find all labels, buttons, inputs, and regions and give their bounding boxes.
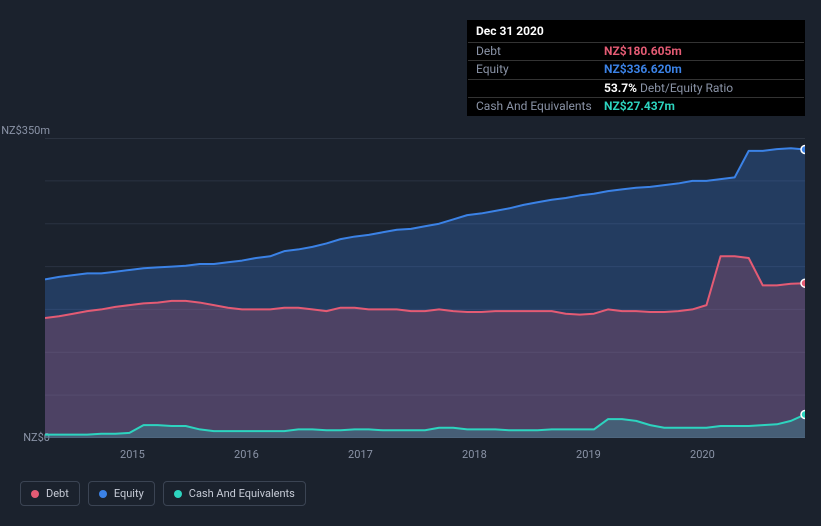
legend-item[interactable]: Debt [20,481,80,506]
legend-dot-icon [174,490,182,498]
legend-item-label: Debt [46,487,69,500]
tooltip-row-label: Cash And Equivalents [476,100,596,113]
tooltip-row-value: NZ$336.620m [604,63,682,76]
tooltip-row: Debt NZ$180.605m [468,43,804,61]
chart-plot-area [45,138,805,438]
tooltip-row-suffix: Debt/Equity Ratio [637,81,733,95]
tooltip-row-label [476,82,596,95]
tooltip-row-label: Debt [476,45,596,58]
yaxis-max-label: NZ$350m [0,124,50,137]
tooltip-row: Equity NZ$336.620m [468,61,804,79]
yaxis-min-label: NZ$0 [0,431,50,444]
legend-dot-icon [99,490,107,498]
legend-item-label: Cash And Equivalents [189,487,295,500]
legend-item[interactable]: Cash And Equivalents [163,481,306,506]
legend-item-label: Equity [114,487,144,500]
xaxis: 2015 2016 2017 2018 2019 2020 [45,448,805,462]
xaxis-tick-label: 2018 [462,448,487,461]
xaxis-tick-label: 2016 [234,448,259,461]
tooltip-rows: Debt NZ$180.605m Equity NZ$336.620m 53.7% De… [468,43,804,115]
tooltip-row-value: NZ$180.605m [604,45,682,58]
chart-svg [45,138,805,438]
xaxis-tick-label: 2017 [348,448,373,461]
legend-dot-icon [31,490,39,498]
legend: Debt Equity Cash And Equivalents [20,481,306,506]
tooltip-row: 53.7% Debt/Equity Ratio [468,80,804,98]
tooltip-row-value: 53.7% Debt/Equity Ratio [604,82,733,95]
tooltip: Dec 31 2020 Debt NZ$180.605m Equity NZ$336.… [467,20,805,116]
tooltip-row-value: NZ$27.437m [604,100,675,113]
tooltip-header: Dec 31 2020 [468,21,804,43]
tooltip-row-label: Equity [476,63,596,76]
legend-item[interactable]: Equity [88,481,155,506]
tooltip-row: Cash And Equivalents NZ$27.437m [468,98,804,115]
xaxis-tick-label: 2020 [690,448,715,461]
xaxis-tick-label: 2015 [120,448,145,461]
xaxis-tick-label: 2019 [576,448,601,461]
